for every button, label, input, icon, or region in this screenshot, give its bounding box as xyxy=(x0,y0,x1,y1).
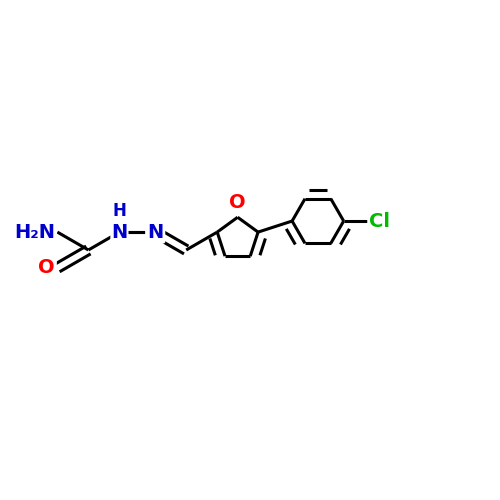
Text: N: N xyxy=(112,222,128,242)
Text: N: N xyxy=(147,222,164,242)
Text: H₂N: H₂N xyxy=(14,222,55,242)
Text: O: O xyxy=(38,258,55,278)
Text: Cl: Cl xyxy=(370,212,390,231)
Text: O: O xyxy=(230,194,246,212)
Text: H: H xyxy=(112,202,126,220)
